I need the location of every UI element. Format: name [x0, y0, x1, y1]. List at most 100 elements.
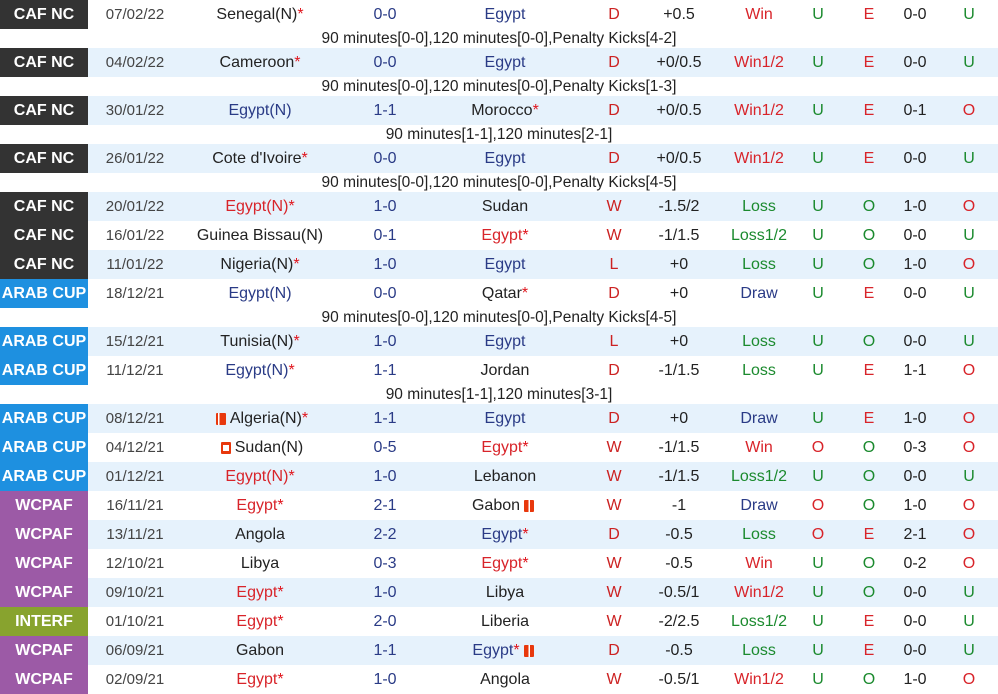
home-team-name[interactable]: Nigeria(N) [220, 255, 294, 273]
away-team-name[interactable]: Jordan [480, 361, 530, 379]
home-team[interactable]: Tunisia(N) * [178, 327, 342, 356]
away-team[interactable]: Qatar * [430, 279, 580, 308]
score[interactable]: 0-0 [340, 0, 430, 29]
score-text[interactable]: 1-0 [373, 467, 397, 485]
score[interactable]: 1-0 [340, 327, 430, 356]
league-badge[interactable]: CAF NC [0, 48, 88, 77]
home-team[interactable]: Sudan(N) [178, 433, 342, 462]
away-team[interactable]: Gabon [430, 491, 580, 520]
away-team-name[interactable]: Egypt [484, 149, 526, 167]
home-team[interactable]: Guinea Bissau(N) [178, 221, 342, 250]
score[interactable]: 2-0 [340, 607, 430, 636]
away-team[interactable]: Egypt [430, 327, 580, 356]
score[interactable]: 1-0 [340, 250, 430, 279]
score-text[interactable]: 2-2 [373, 525, 397, 543]
league-badge[interactable]: ARAB CUP [0, 327, 88, 356]
match-row[interactable]: WCPAF 02/09/21 Egypt * 1-0 Angola W -0.5/1 Win1/… [0, 665, 998, 694]
away-team-name[interactable]: Lebanon [473, 467, 537, 485]
score[interactable]: 1-0 [340, 665, 430, 694]
score[interactable]: 0-0 [340, 279, 430, 308]
away-team-name[interactable]: Angola [480, 670, 530, 688]
away-team-name[interactable]: Egypt [481, 554, 523, 572]
match-row[interactable]: ARAB CUP 08/12/21 Algeria(N) * 1-1 Egypt D +0 Dr… [0, 404, 998, 433]
home-team-name[interactable]: Libya [240, 554, 280, 572]
league-badge[interactable]: CAF NC [0, 144, 88, 173]
match-row[interactable]: WCPAF 16/11/21 Egypt * 2-1 Gabon W -1 Draw O O 1-0 O [0, 491, 998, 520]
score-text[interactable]: 1-0 [373, 583, 397, 601]
score-text[interactable]: 0-0 [373, 149, 397, 167]
score[interactable]: 1-1 [340, 96, 430, 125]
score-text[interactable]: 1-1 [373, 361, 397, 379]
league-badge[interactable]: CAF NC [0, 0, 88, 29]
away-team-name[interactable]: Liberia [480, 612, 530, 630]
score-text[interactable]: 1-1 [373, 101, 397, 119]
league-badge[interactable]: CAF NC [0, 192, 88, 221]
league-badge[interactable]: ARAB CUP [0, 356, 88, 385]
home-team[interactable]: Egypt(N) [178, 96, 342, 125]
away-team-name[interactable]: Sudan [481, 197, 529, 215]
home-team-name[interactable]: Egypt(N) [225, 467, 289, 485]
away-team[interactable]: Angola [430, 665, 580, 694]
score-text[interactable]: 0-3 [373, 554, 397, 572]
score[interactable]: 0-0 [340, 144, 430, 173]
home-team[interactable]: Senegal(N) * [178, 0, 342, 29]
league-badge[interactable]: ARAB CUP [0, 462, 88, 491]
score[interactable]: 1-0 [340, 192, 430, 221]
away-team-name[interactable]: Gabon [471, 496, 521, 514]
league-badge[interactable]: WCPAF [0, 636, 88, 665]
home-team-name[interactable]: Egypt(N) [228, 101, 292, 119]
home-team[interactable]: Angola [178, 520, 342, 549]
score[interactable]: 0-0 [340, 48, 430, 77]
away-team[interactable]: Morocco * [430, 96, 580, 125]
home-team[interactable]: Egypt * [178, 491, 342, 520]
league-badge[interactable]: ARAB CUP [0, 279, 88, 308]
match-row[interactable]: CAF NC 11/01/22 Nigeria(N) * 1-0 Egypt L +0 Loss… [0, 250, 998, 279]
home-team[interactable]: Nigeria(N) * [178, 250, 342, 279]
home-team-name[interactable]: Egypt(N) [225, 361, 289, 379]
away-team-name[interactable]: Libya [485, 583, 525, 601]
score-text[interactable]: 1-0 [373, 197, 397, 215]
away-team-name[interactable]: Egypt [472, 641, 514, 659]
match-row[interactable]: WCPAF 12/10/21 Libya 0-3 Egypt * W -0.5 Win U O 0-2… [0, 549, 998, 578]
home-team-name[interactable]: Egypt [236, 583, 278, 601]
away-team[interactable]: Liberia [430, 607, 580, 636]
away-team-name[interactable]: Egypt [481, 438, 523, 456]
away-team-name[interactable]: Egypt [481, 525, 523, 543]
home-team[interactable]: Libya [178, 549, 342, 578]
match-row[interactable]: CAF NC 20/01/22 Egypt(N) * 1-0 Sudan W -1.5/2 Lo… [0, 192, 998, 221]
league-badge[interactable]: WCPAF [0, 491, 88, 520]
home-team-name[interactable]: Senegal(N) [216, 5, 298, 23]
match-row[interactable]: CAF NC 04/02/22 Cameroon * 0-0 Egypt D +0/0.5 Wi… [0, 48, 998, 77]
score-text[interactable]: 0-0 [373, 5, 397, 23]
score-text[interactable]: 2-1 [373, 496, 397, 514]
away-team[interactable]: Sudan [430, 192, 580, 221]
league-badge[interactable]: CAF NC [0, 250, 88, 279]
match-row[interactable]: CAF NC 07/02/22 Senegal(N) * 0-0 Egypt D +0.5 Wi… [0, 0, 998, 29]
score[interactable]: 1-1 [340, 636, 430, 665]
away-team[interactable]: Lebanon [430, 462, 580, 491]
score-text[interactable]: 0-0 [373, 53, 397, 71]
score[interactable]: 0-3 [340, 549, 430, 578]
score-text[interactable]: 0-0 [373, 284, 397, 302]
score-text[interactable]: 1-1 [373, 409, 397, 427]
league-badge[interactable]: CAF NC [0, 221, 88, 250]
match-row[interactable]: WCPAF 06/09/21 Gabon 1-1 Egypt * D -0.5 Loss U E 0-… [0, 636, 998, 665]
away-team-name[interactable]: Morocco [471, 101, 533, 119]
home-team-name[interactable]: Algeria(N) [229, 409, 302, 427]
score[interactable]: 0-1 [340, 221, 430, 250]
match-row[interactable]: CAF NC 26/01/22 Cote d'Ivoire * 0-0 Egypt D +0/… [0, 144, 998, 173]
league-badge[interactable]: WCPAF [0, 520, 88, 549]
league-badge[interactable]: WCPAF [0, 549, 88, 578]
score[interactable]: 0-5 [340, 433, 430, 462]
away-team[interactable]: Egypt [430, 404, 580, 433]
home-team-name[interactable]: Egypt [236, 670, 278, 688]
score-text[interactable]: 2-0 [373, 612, 397, 630]
score[interactable]: 1-0 [340, 462, 430, 491]
away-team-name[interactable]: Egypt [481, 226, 523, 244]
match-row[interactable]: ARAB CUP 18/12/21 Egypt(N) 0-0 Qatar * D +0 Draw… [0, 279, 998, 308]
match-row[interactable]: ARAB CUP 01/12/21 Egypt(N) * 1-0 Lebanon W -1/1… [0, 462, 998, 491]
away-team[interactable]: Egypt * [430, 549, 580, 578]
home-team-name[interactable]: Egypt(N) [228, 284, 292, 302]
score-text[interactable]: 1-1 [373, 641, 397, 659]
match-row[interactable]: WCPAF 09/10/21 Egypt * 1-0 Libya W -0.5/1 Win1/2… [0, 578, 998, 607]
